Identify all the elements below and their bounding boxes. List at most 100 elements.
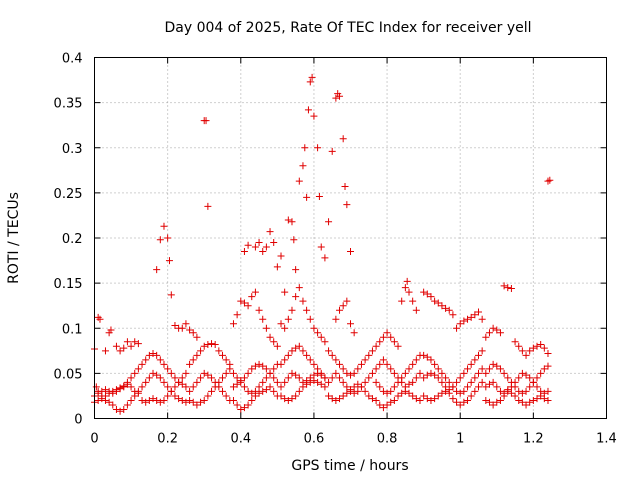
data-point: [438, 369, 446, 377]
data-point: [515, 342, 523, 350]
data-point: [262, 324, 270, 332]
data-point: [131, 338, 139, 346]
data-point: [368, 395, 376, 403]
data-point: [270, 374, 278, 382]
data-point: [193, 378, 201, 386]
data-point: [325, 218, 333, 226]
data-point: [208, 340, 216, 348]
data-point: [518, 369, 526, 377]
data-point: [222, 392, 230, 400]
data-point: [390, 369, 398, 377]
data-point: [244, 369, 252, 377]
data-point: [153, 396, 161, 404]
y-tick-label: 0.1: [62, 322, 83, 337]
data-point: [178, 324, 186, 332]
data-point: [164, 365, 172, 373]
data-point: [357, 383, 365, 391]
data-point: [427, 396, 435, 404]
data-point: [310, 360, 318, 368]
data-point: [445, 306, 453, 314]
data-point: [387, 333, 395, 341]
data-point: [489, 360, 497, 368]
data-point: [233, 401, 241, 409]
data-point: [204, 202, 212, 210]
data-point: [255, 239, 263, 247]
data-point: [281, 288, 289, 296]
data-point: [284, 351, 292, 359]
data-point: [464, 396, 472, 404]
data-point: [105, 398, 113, 406]
data-point: [394, 374, 402, 382]
data-point: [211, 383, 219, 391]
data-point: [182, 383, 190, 391]
data-point: [262, 374, 270, 382]
y-tick-label: 0.4: [62, 52, 83, 67]
data-point: [431, 371, 439, 379]
data-point: [420, 392, 428, 400]
data-point: [354, 380, 362, 388]
data-point: [442, 383, 450, 391]
data-point: [361, 378, 369, 386]
data-point: [467, 378, 475, 386]
data-point: [281, 395, 289, 403]
data-point: [314, 369, 322, 377]
data-point: [193, 401, 201, 409]
data-point: [292, 371, 300, 379]
data-point: [453, 324, 461, 332]
x-tick-label: 0.4: [230, 432, 251, 447]
data-point: [405, 380, 413, 388]
data-point: [518, 347, 526, 355]
data-point: [189, 398, 197, 406]
data-point: [123, 338, 131, 346]
data-point: [120, 344, 128, 352]
data-point: [507, 383, 515, 391]
data-point: [138, 396, 146, 404]
data-point: [453, 387, 461, 395]
data-point: [255, 306, 263, 314]
y-tick-label: 0.05: [54, 367, 83, 382]
data-point: [500, 389, 508, 397]
data-point: [153, 351, 161, 359]
data-point: [409, 297, 417, 305]
data-point: [332, 356, 340, 364]
data-point: [156, 374, 164, 382]
data-point: [336, 360, 344, 368]
data-point: [259, 248, 267, 256]
data-point: [321, 374, 329, 382]
data-point: [434, 374, 442, 382]
data-point: [186, 387, 194, 395]
data-point: [314, 329, 322, 337]
data-point: [112, 386, 120, 394]
data-point: [328, 374, 336, 382]
data-point: [116, 347, 124, 355]
data-point: [248, 396, 256, 404]
data-point: [208, 374, 216, 382]
data-point: [546, 176, 554, 184]
data-point: [475, 369, 482, 377]
x-tick-label: 1.4: [596, 432, 617, 447]
data-point: [445, 378, 453, 386]
data-point: [394, 392, 402, 400]
data-point: [288, 347, 296, 355]
data-point: [493, 383, 501, 391]
data-point: [526, 374, 534, 382]
data-point: [482, 383, 490, 391]
x-tick-labels: 0 0.2 0.4 0.6 0.8 1 1.2 1.4: [90, 432, 616, 447]
data-point: [270, 239, 278, 247]
data-point: [511, 338, 519, 346]
data-point: [449, 383, 457, 391]
data-point: [478, 365, 486, 373]
data-point: [240, 299, 248, 307]
data-point: [401, 369, 409, 377]
data-point: [270, 338, 278, 346]
data-point: [145, 396, 153, 404]
data-point: [526, 383, 534, 391]
data-point: [350, 369, 358, 377]
data-point: [515, 387, 523, 395]
data-point: [167, 291, 175, 299]
data-point: [427, 293, 435, 301]
data-point: [299, 347, 307, 355]
data-point: [229, 396, 237, 404]
data-point: [277, 252, 285, 260]
data-point: [489, 401, 497, 409]
